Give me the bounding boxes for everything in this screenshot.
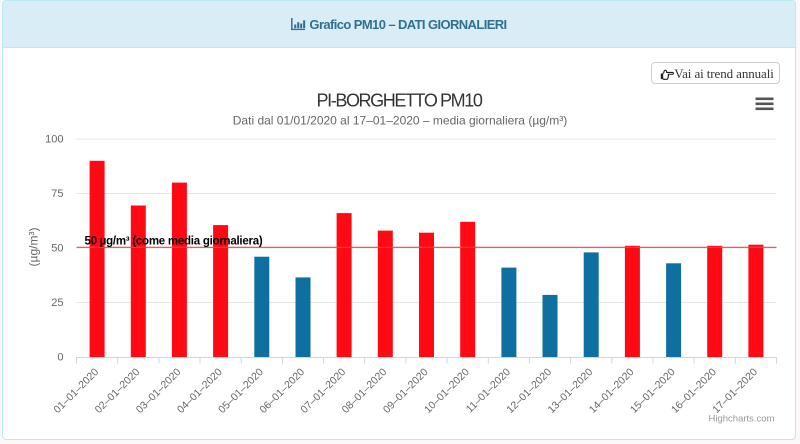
svg-text:75: 75 (51, 188, 63, 200)
svg-text:Dati dal 01/01/2020 al 17–01–2: Dati dal 01/01/2020 al 17–01–2020 – medi… (233, 114, 567, 128)
svg-text:50: 50 (51, 242, 63, 254)
svg-text:25: 25 (51, 297, 63, 309)
svg-text:17–01–2020: 17–01–2020 (710, 366, 760, 416)
svg-text:0: 0 (57, 351, 63, 363)
svg-text:Highcharts.com: Highcharts.com (709, 414, 775, 425)
svg-text:100: 100 (45, 133, 63, 145)
svg-text:(µg/m³): (µg/m³) (27, 228, 41, 267)
svg-text:50 µg/m³ (come media giornalie: 50 µg/m³ (come media giornaliera) (85, 236, 263, 248)
svg-text:PI-BORGHETTO PM10: PI-BORGHETTO PM10 (317, 91, 483, 111)
